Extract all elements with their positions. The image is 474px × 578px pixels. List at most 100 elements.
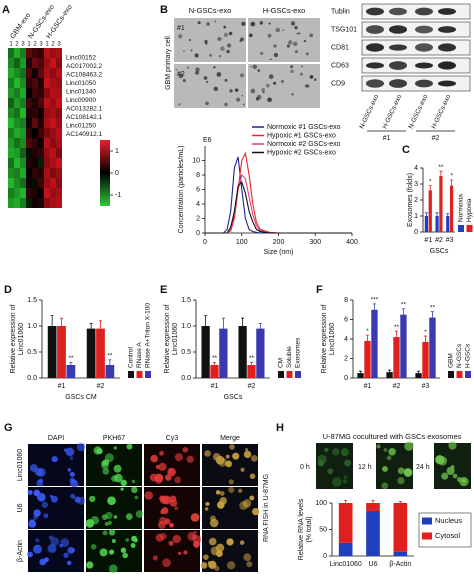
panel-letter: F <box>316 284 323 296</box>
x-tick-label: 300 <box>309 239 321 246</box>
heatmap-cell <box>14 138 20 148</box>
image-column-label: PKH67 <box>103 435 125 442</box>
heatmap-cell <box>56 98 62 108</box>
micrograph-spot <box>33 489 41 497</box>
micrograph-spot <box>228 479 234 485</box>
protein-label: CD63 <box>331 62 349 69</box>
micrograph-spot <box>204 450 211 457</box>
time-label: 0 h <box>300 464 310 471</box>
significance-label: ** <box>438 164 444 171</box>
heatmap-cell <box>44 188 50 198</box>
bar <box>449 185 454 232</box>
replicate-label: 2 <box>51 42 55 48</box>
legend-label: Normoxic #1 GSCs-exo <box>267 124 341 131</box>
heatmap-cell <box>50 48 56 58</box>
y-tick-label: 4 <box>344 336 348 343</box>
heatmap-cell <box>50 108 56 118</box>
heatmap-cell <box>38 188 44 198</box>
legend-swatch <box>286 371 293 378</box>
heatmap-cell <box>56 188 62 198</box>
legend-swatch <box>448 371 454 378</box>
micrograph-spot <box>260 51 264 56</box>
x-axis-title: GSCs <box>430 248 449 255</box>
heatmap-cell <box>26 138 32 148</box>
micrograph-spot <box>332 448 340 456</box>
micrograph-spot <box>200 562 208 569</box>
micrograph-spot <box>226 561 236 570</box>
micrograph-spot <box>90 543 97 550</box>
heatmap-cell <box>14 118 20 128</box>
micrograph-spot <box>255 97 260 101</box>
heatmap-cell <box>56 88 62 98</box>
legend-label: N-GSCs <box>456 343 463 368</box>
micrograph-spot <box>223 32 229 37</box>
error-bar <box>388 369 392 373</box>
bar <box>210 365 219 378</box>
micrograph-spot <box>186 455 194 463</box>
image-column-label: Cy3 <box>166 435 179 442</box>
y-tick-label: 3 <box>414 181 418 188</box>
micrograph <box>174 64 246 108</box>
micrograph-spot <box>213 86 219 92</box>
heatmap-cell <box>8 88 14 98</box>
heatmap-cell <box>50 78 56 88</box>
micrograph-spot <box>130 542 136 548</box>
heatmap-cell <box>38 148 44 158</box>
y-axis-title: Relative RNA levels <box>298 498 305 560</box>
micrograph-spot <box>158 462 167 471</box>
micrograph-spot <box>99 548 108 557</box>
gene-label: Linc01250 <box>66 123 96 130</box>
micrograph-spot <box>164 518 171 525</box>
micrograph-spot <box>294 50 298 54</box>
heatmap-cell <box>56 178 62 188</box>
legend-swatch <box>278 371 284 378</box>
micrograph-spot <box>161 507 169 515</box>
micrograph-spot <box>74 496 81 503</box>
error-bar <box>446 213 450 216</box>
heatmap-cell <box>38 198 44 208</box>
legend-label: Normoxic #2 GSCs-exo <box>267 141 341 148</box>
blot-band <box>366 62 384 69</box>
micrograph-spot <box>152 555 158 561</box>
micrograph-spot <box>215 455 225 465</box>
heatmap-cell <box>20 98 26 108</box>
micrograph-spot <box>193 530 197 534</box>
y-tick-label: 2 <box>196 215 200 222</box>
micrograph-spot <box>386 455 392 461</box>
error-bar <box>359 370 363 374</box>
heatmap-cell <box>32 48 38 58</box>
heatmap-cell <box>38 58 44 68</box>
y-axis-title: Relative expression of <box>321 305 328 374</box>
replicate-label: 1 <box>45 42 49 48</box>
bar <box>47 326 57 378</box>
micrograph-spot <box>89 495 96 503</box>
error-bar <box>89 323 93 329</box>
micrograph-spot <box>448 441 457 450</box>
heatmap-cell <box>56 138 62 148</box>
error-bar <box>241 317 245 326</box>
heatmap-cell <box>32 178 38 188</box>
x-tick-label: 400 <box>346 239 358 246</box>
bar <box>400 314 407 378</box>
y-tick-label: 6 <box>196 186 200 193</box>
blot-band <box>438 26 456 33</box>
y-tick-label: 2 <box>414 197 418 204</box>
error-bar <box>60 317 63 326</box>
micrograph-spot <box>209 518 219 528</box>
heatmap-cell <box>32 98 38 108</box>
x-tick-label: U6 <box>369 561 378 568</box>
y-tick-label: 10 <box>192 157 200 164</box>
protein-label: TSG101 <box>331 26 357 33</box>
x-tick-label: #3 <box>422 383 430 390</box>
micrograph-spot <box>169 522 174 528</box>
bar <box>386 372 393 378</box>
blot-band <box>438 8 456 15</box>
bar <box>66 365 76 378</box>
y-tick-label: 1.5 <box>181 297 191 304</box>
gene-label: AC013282.1 <box>66 106 103 113</box>
heatmap-cell <box>32 198 38 208</box>
bar <box>371 309 378 378</box>
micrograph-spot <box>51 456 58 463</box>
y-axis-title: Concentration (particles/mL) <box>178 146 185 234</box>
